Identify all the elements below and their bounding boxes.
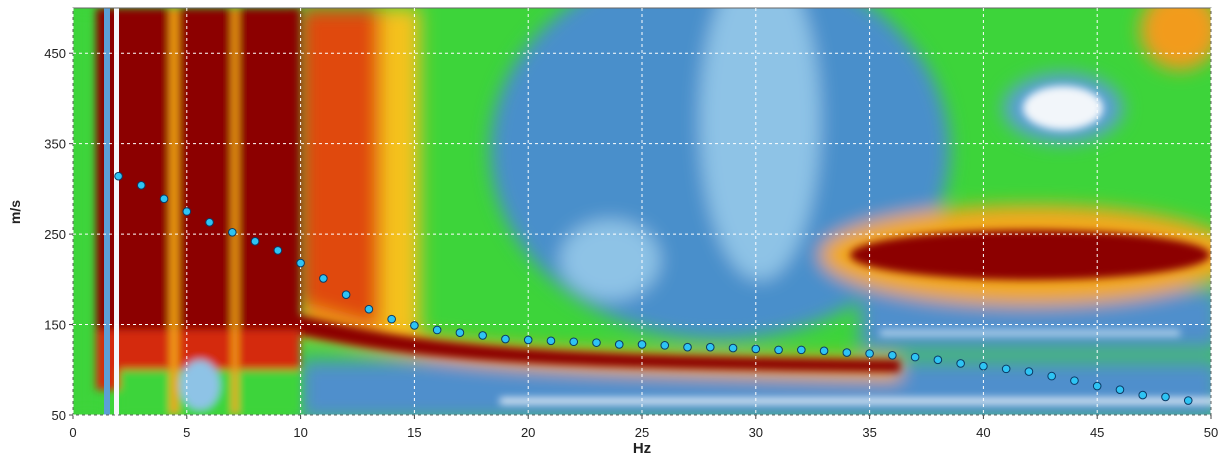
picked-point (865, 349, 874, 358)
picked-point (888, 351, 897, 360)
picked-point (614, 340, 624, 349)
picked-point (1070, 376, 1079, 385)
picked-point (774, 345, 783, 355)
picked-point (1161, 392, 1170, 402)
picked-point (228, 228, 237, 237)
y-tick-label: 450 (44, 46, 66, 61)
picked-point (1001, 364, 1011, 374)
x-axis-title: Hz (633, 440, 651, 457)
picked-point (592, 338, 601, 347)
x-tick-label: 20 (521, 425, 535, 440)
picked-point (296, 258, 305, 268)
picked-point (501, 334, 510, 344)
y-tick-label: 50 (52, 408, 66, 423)
x-tick-label: 15 (407, 425, 421, 440)
picked-point (1092, 381, 1102, 391)
picked-point (455, 328, 465, 337)
picked-point (250, 237, 260, 246)
picked-point (910, 352, 920, 362)
picked-point (1115, 385, 1125, 394)
picked-point (136, 180, 146, 190)
x-tick-label: 0 (69, 425, 76, 440)
x-tick-label: 5 (183, 425, 190, 440)
picked-point (364, 304, 374, 314)
picked-point (842, 348, 852, 357)
picked-point (319, 274, 328, 283)
picked-point (751, 344, 761, 354)
picked-point (273, 246, 283, 255)
picked-point (705, 342, 715, 352)
picked-point (819, 346, 829, 356)
x-tick-label: 10 (293, 425, 307, 440)
dispersion-image (73, 8, 1211, 415)
picked-point (546, 336, 556, 346)
picked-point (637, 340, 647, 349)
picked-point (114, 171, 123, 181)
x-tick-label: 30 (749, 425, 763, 440)
y-tick-label: 150 (44, 318, 66, 333)
picked-point (956, 359, 965, 368)
picked-point (205, 218, 214, 227)
picked-point (797, 345, 806, 355)
y-axis-title: m/s (7, 200, 23, 224)
picked-point (1138, 390, 1148, 400)
picked-point (159, 194, 169, 204)
x-tick-label: 45 (1090, 425, 1104, 440)
x-tick-label: 25 (635, 425, 649, 440)
picked-point (683, 342, 692, 352)
picked-point (341, 290, 351, 300)
picked-point (569, 337, 579, 347)
picked-point (933, 355, 943, 365)
picked-point (432, 325, 442, 335)
picked-point (660, 341, 670, 350)
picked-point (182, 207, 192, 216)
picked-point (523, 335, 533, 345)
picked-point (478, 331, 487, 340)
y-tick-label: 250 (44, 227, 66, 242)
y-tick-label: 350 (44, 137, 66, 152)
picked-point (410, 321, 419, 330)
picked-point (1183, 396, 1193, 405)
x-tick-label: 40 (976, 425, 990, 440)
x-tick-label: 35 (862, 425, 876, 440)
picked-point (728, 343, 738, 353)
picked-point (979, 361, 988, 371)
picked-point (387, 314, 396, 324)
x-tick-label: 50 (1204, 425, 1218, 440)
picked-point (1024, 367, 1034, 376)
picked-point (1047, 371, 1056, 381)
